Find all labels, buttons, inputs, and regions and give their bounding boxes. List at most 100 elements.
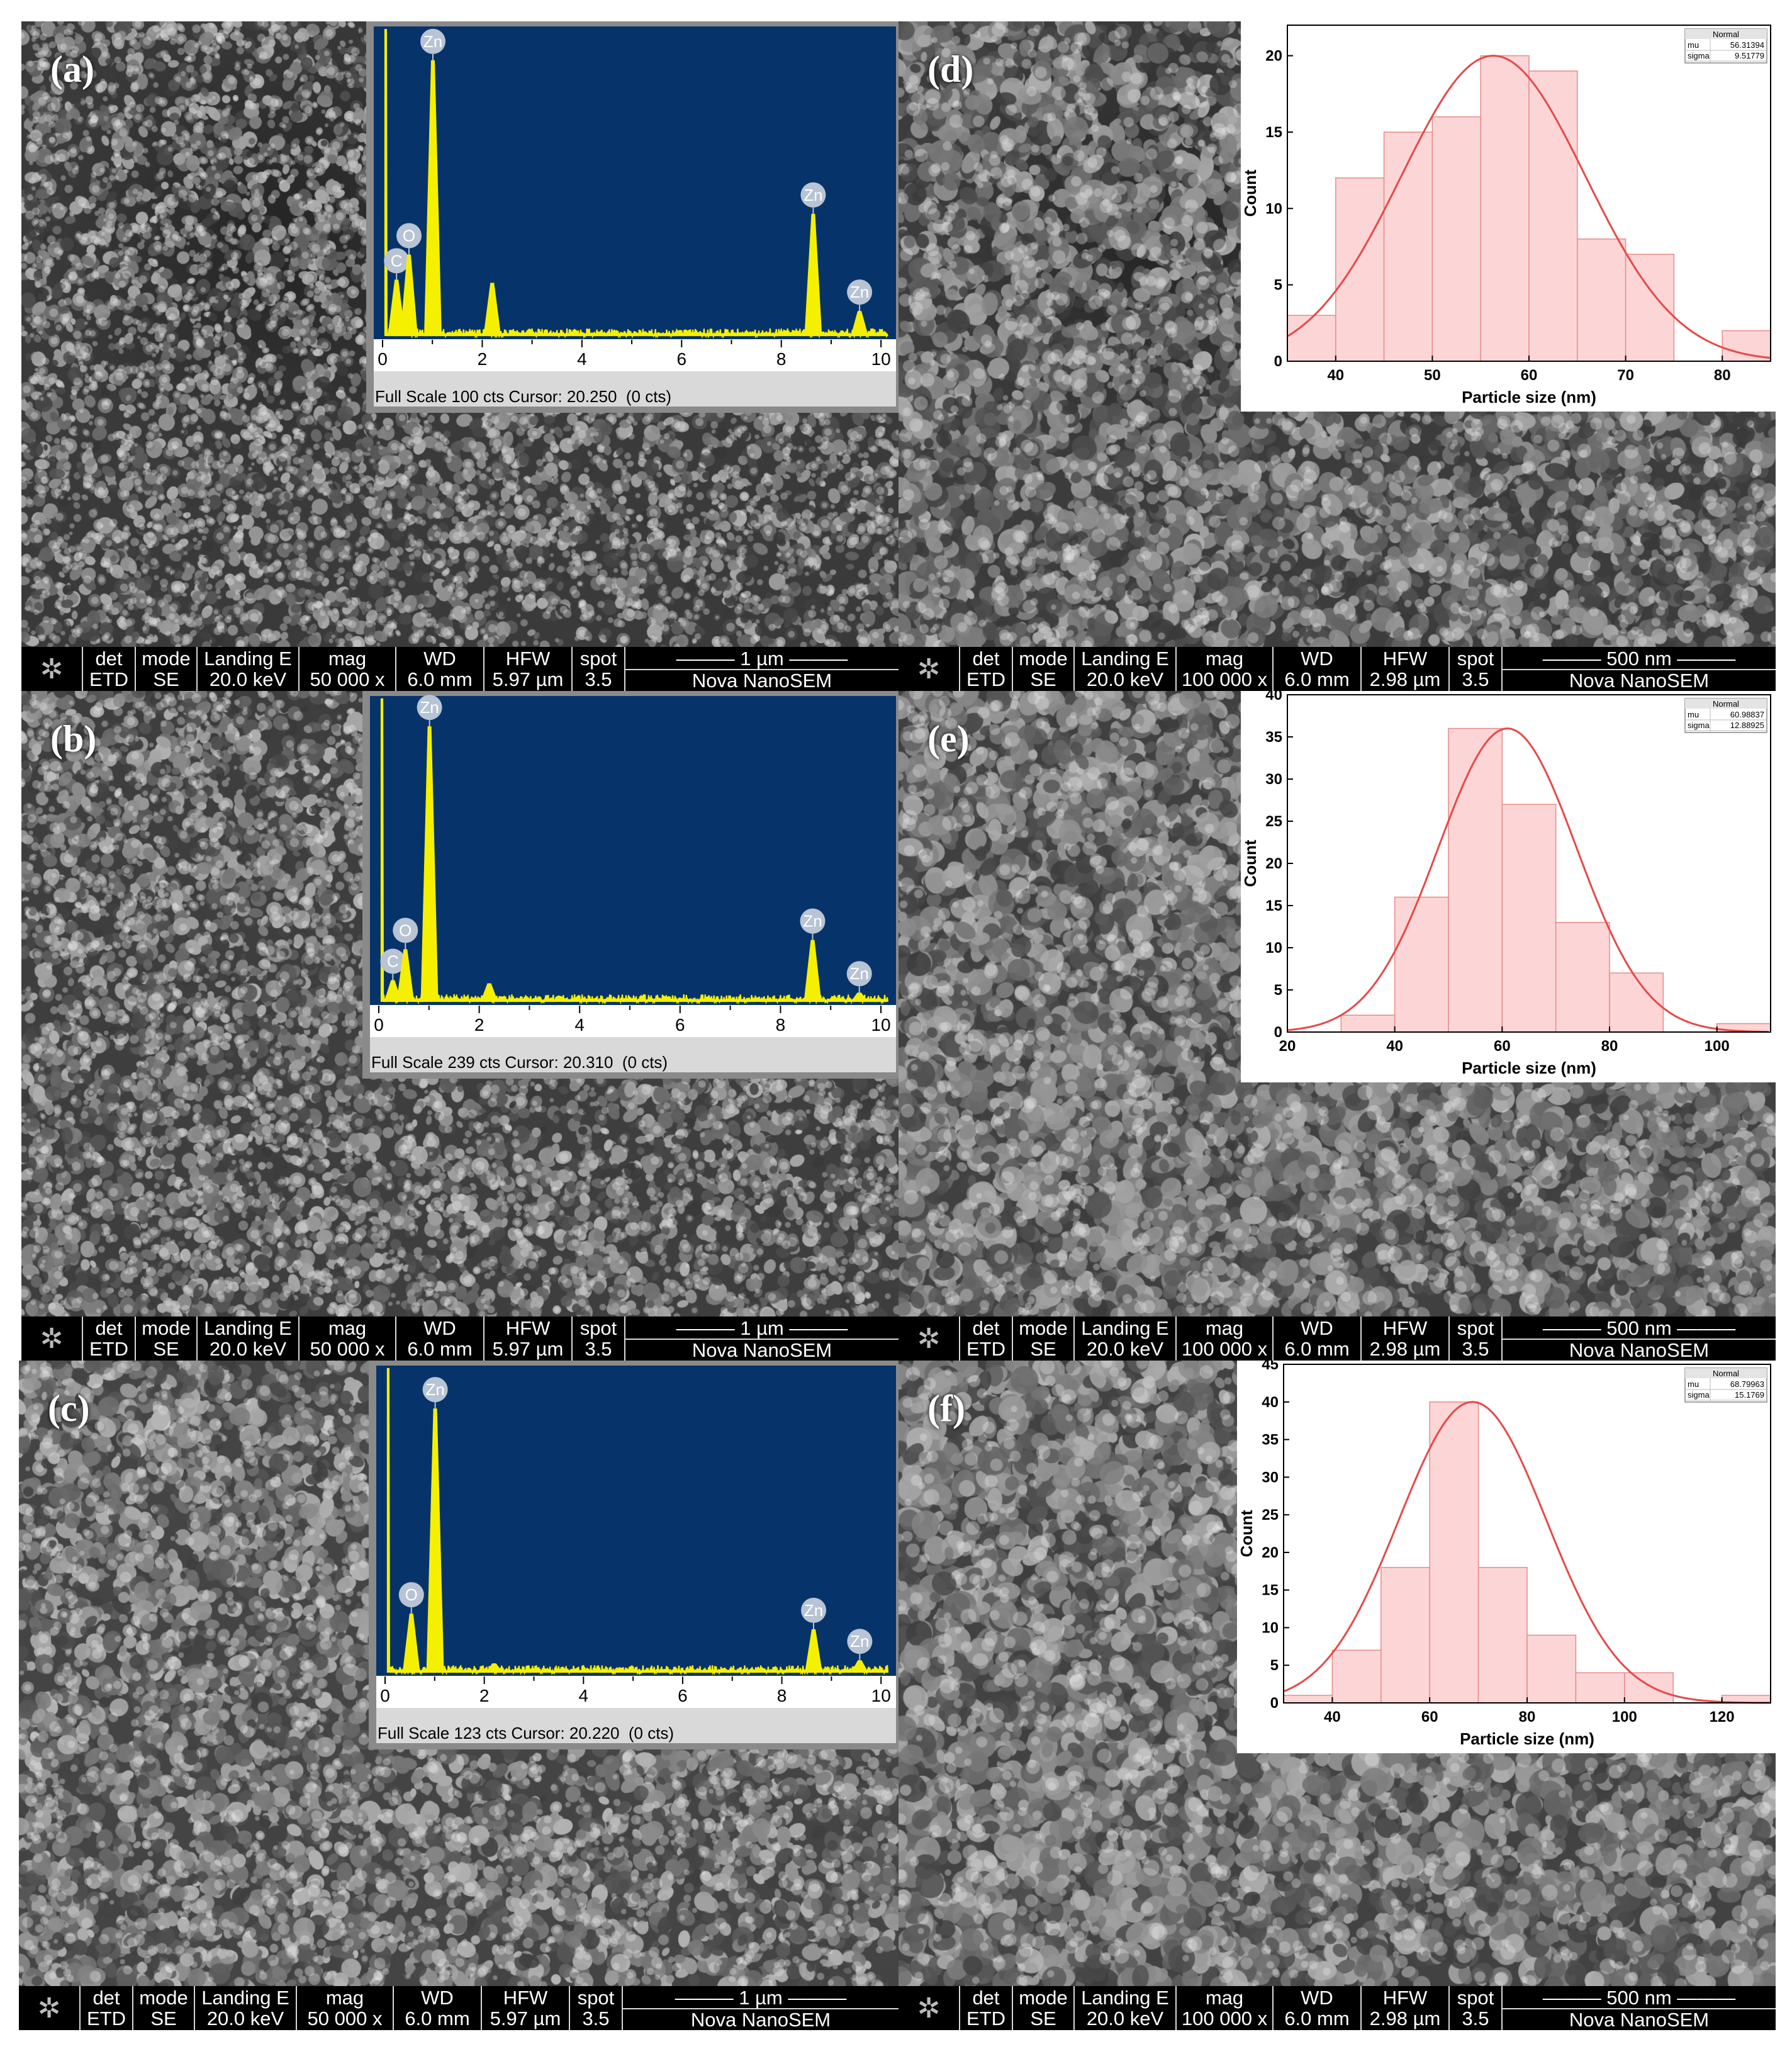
info-value: 3.5 bbox=[585, 668, 612, 690]
y-axis-label: Count bbox=[1241, 839, 1260, 887]
eds-peak bbox=[384, 980, 402, 1002]
info-header: spot bbox=[577, 1987, 615, 2009]
eds-peak-label: O bbox=[399, 921, 412, 940]
info-value: 20.0 keV bbox=[206, 2007, 284, 2029]
eds-peak-label: Zn bbox=[850, 283, 869, 301]
x-tick-label: 70 bbox=[1617, 367, 1634, 384]
info-cell-wd: WD 6.0 mm bbox=[394, 1986, 482, 2030]
info-value: 2.98 µm bbox=[1369, 668, 1441, 690]
y-tick-label: 35 bbox=[1265, 729, 1282, 746]
info-header: Landing E bbox=[1081, 1987, 1169, 2009]
info-header: WD bbox=[1301, 648, 1333, 670]
info-value: 3.5 bbox=[585, 1338, 612, 1360]
info-value: 3.5 bbox=[1462, 2007, 1489, 2029]
eds-x-tick-label: 10 bbox=[871, 1015, 890, 1035]
info-cell-wd: WD 6.0 mm bbox=[1274, 1986, 1362, 2030]
eds-axis-strip bbox=[376, 1676, 896, 1708]
eds-peak-label: Zn bbox=[850, 964, 869, 983]
sem-panel-d: (d) ✲ det ETD mode SE Landing E 20.0 keV mag 100… bbox=[899, 21, 1776, 691]
info-value: 3.5 bbox=[1462, 1338, 1489, 1360]
eds-peak-marker bbox=[380, 948, 406, 974]
info-cell-mode: mode SE bbox=[1013, 1986, 1075, 2030]
eds-spectrum-chart: O Zn Zn Zn 0 2 4 6 8 10 bbox=[376, 1366, 896, 1743]
x-tick-label: 100 bbox=[1612, 1709, 1637, 1726]
histogram-bar bbox=[1331, 1649, 1382, 1704]
info-value: 2.98 µm bbox=[1369, 2007, 1441, 2029]
info-header: Landing E bbox=[204, 648, 292, 670]
info-cell-mode: mode SE bbox=[133, 1986, 195, 2030]
y-tick-label: 45 bbox=[1262, 1361, 1279, 1373]
histogram-bar bbox=[1287, 315, 1336, 362]
eds-peak bbox=[804, 213, 822, 336]
fit-legend: Normal mu 68.79963 sigma 15.1769 bbox=[1684, 1367, 1767, 1403]
eds-peak-label: C bbox=[387, 952, 399, 971]
info-value: SE bbox=[153, 668, 179, 690]
info-value: 3.5 bbox=[1462, 668, 1489, 690]
info-header: HFW bbox=[505, 1317, 551, 1339]
histogram-chart: 40 50 60 70 80 0 5 10 15 20 Particle size (nm) Coun… bbox=[1241, 25, 1771, 407]
eds-x-tick-label: 4 bbox=[577, 349, 587, 369]
eds-peak-marker bbox=[396, 223, 422, 249]
eds-footer-text: Full Scale 100 cts Cursor: 20.250 (0 cts… bbox=[375, 387, 672, 406]
scale-bar: ——— 1 µm ——— Nova NanoSEM bbox=[623, 1986, 899, 2030]
y-tick-label: 10 bbox=[1265, 940, 1282, 957]
info-header: HFW bbox=[1382, 648, 1428, 670]
info-cell-wd: WD 6.0 mm bbox=[396, 647, 484, 691]
x-tick-label: 60 bbox=[1421, 1709, 1438, 1726]
info-header: WD bbox=[1301, 1317, 1333, 1339]
eds-x-tick-label: 6 bbox=[677, 349, 687, 369]
histogram-bar bbox=[1501, 804, 1557, 1033]
info-cell-mode: mode SE bbox=[136, 1316, 198, 1361]
scale-bar-label: ——— 1 µm ——— bbox=[676, 648, 848, 670]
eds-x-tick-label: 10 bbox=[871, 349, 891, 369]
eds-peak bbox=[396, 949, 415, 1002]
info-cell-spot: spot 3.5 bbox=[1450, 1316, 1503, 1361]
histogram-bar bbox=[1480, 55, 1530, 362]
info-value: 6.0 mm bbox=[1284, 1338, 1350, 1360]
histogram-bar bbox=[1448, 727, 1503, 1033]
eds-peak bbox=[850, 992, 868, 1002]
info-header: mode bbox=[139, 1987, 188, 2009]
eds-peak bbox=[426, 1408, 444, 1673]
info-header: mag bbox=[1205, 648, 1244, 670]
info-header: HFW bbox=[1382, 1987, 1428, 2009]
y-tick-label: 0 bbox=[1274, 1024, 1282, 1041]
info-header: Landing E bbox=[1081, 1317, 1169, 1339]
info-value: SE bbox=[1030, 1338, 1056, 1360]
info-value: 6.0 mm bbox=[407, 1338, 473, 1360]
info-header: WD bbox=[423, 1317, 456, 1339]
instrument-name: Nova NanoSEM bbox=[1503, 1339, 1776, 1361]
info-cell-det: det ETD bbox=[960, 1986, 1013, 2030]
y-tick-label: 25 bbox=[1265, 813, 1282, 830]
histogram-bar bbox=[1380, 1567, 1430, 1704]
info-header: spot bbox=[1457, 648, 1494, 670]
histogram-bar bbox=[1429, 1401, 1479, 1704]
eds-peak bbox=[424, 60, 442, 336]
legend-key: sigma bbox=[1688, 1390, 1710, 1400]
scale-bar-label: ——— 500 nm ——— bbox=[1542, 1987, 1736, 2009]
info-cell-det: det ETD bbox=[83, 1316, 136, 1361]
eds-footer-text: Full Scale 239 cts Cursor: 20.310 (0 cts… bbox=[371, 1053, 668, 1072]
info-cell-hfw: HFW 2.98 µm bbox=[1362, 647, 1450, 691]
info-cell-hfw: HFW 5.97 µm bbox=[484, 1316, 573, 1361]
eds-axis-strip bbox=[374, 340, 896, 371]
sem-panel-a: (a) ✲ det ETD mode SE Landing E 20.0 keV mag 50 … bbox=[21, 21, 899, 691]
eds-spectrum-chart: CO Zn Zn Zn 0 2 4 6 8 10 bbox=[374, 26, 896, 407]
scale-bar: ——— 1 µm ——— Nova NanoSEM bbox=[625, 1316, 899, 1361]
info-value: 100 000 x bbox=[1181, 1338, 1268, 1360]
info-header: det bbox=[92, 1987, 120, 2009]
sem-info-bar: ✲ det ETD mode SE Landing E 20.0 keV mag 100 000… bbox=[899, 1316, 1776, 1361]
info-header: Landing E bbox=[1081, 648, 1169, 670]
histogram-bar bbox=[1335, 177, 1385, 362]
histogram-bar bbox=[1528, 70, 1578, 362]
info-header: WD bbox=[1301, 1987, 1333, 2009]
legend-title: Normal bbox=[1713, 1369, 1739, 1378]
info-value: 100 000 x bbox=[1181, 668, 1268, 690]
y-tick-label: 35 bbox=[1262, 1432, 1279, 1449]
eds-x-tick-label: 4 bbox=[574, 1015, 585, 1035]
info-value: SE bbox=[150, 2007, 177, 2029]
info-header: spot bbox=[1457, 1317, 1494, 1339]
histogram-bar bbox=[1609, 972, 1664, 1033]
y-axis-label: Count bbox=[1241, 169, 1260, 216]
instrument-name: Nova NanoSEM bbox=[623, 2008, 899, 2030]
